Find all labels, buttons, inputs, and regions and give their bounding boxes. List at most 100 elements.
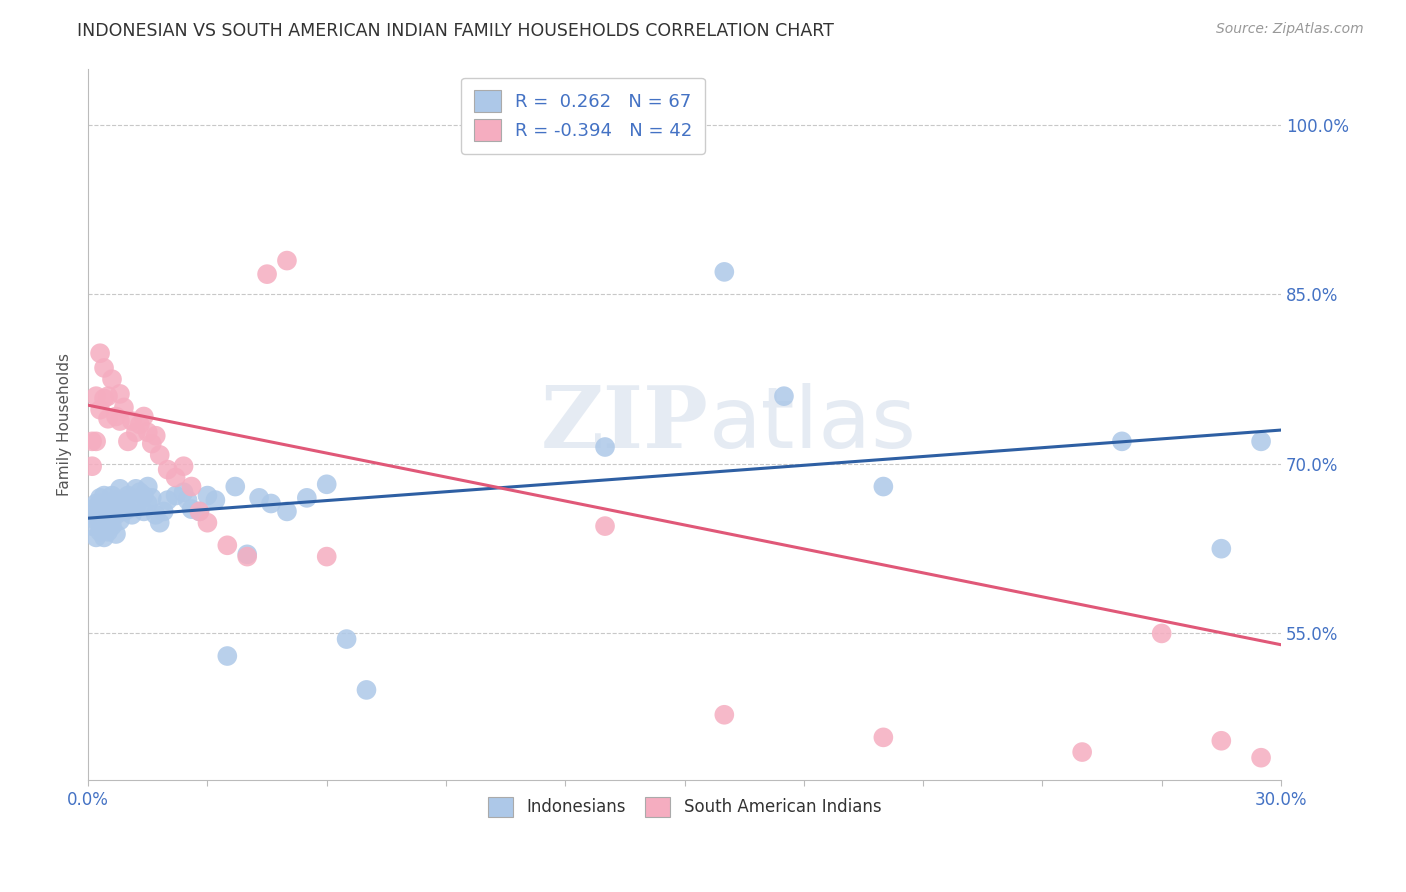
Point: [197, 489, 219, 503]
Point: [82, 434, 104, 449]
Point: [217, 648, 239, 663]
Point: [97, 389, 120, 403]
Point: [125, 425, 148, 440]
Point: [84, 530, 107, 544]
Point: [84, 389, 107, 403]
Point: [89, 524, 111, 539]
Point: [101, 519, 124, 533]
Point: [136, 496, 159, 510]
Point: [145, 428, 167, 442]
Point: [1211, 541, 1233, 556]
Point: [84, 513, 107, 527]
Text: INDONESIAN VS SOUTH AMERICAN INDIAN FAMILY HOUSEHOLDS CORRELATION CHART: INDONESIAN VS SOUTH AMERICAN INDIAN FAMI…: [77, 22, 834, 40]
Point: [97, 524, 120, 539]
Point: [101, 489, 124, 503]
Point: [108, 496, 131, 510]
Point: [82, 459, 104, 474]
Point: [315, 477, 337, 491]
Point: [97, 411, 120, 425]
Point: [84, 496, 107, 510]
Point: [256, 267, 278, 281]
Point: [121, 414, 143, 428]
Point: [108, 387, 131, 401]
Point: [121, 508, 143, 522]
Y-axis label: Family Households: Family Households: [58, 353, 72, 496]
Point: [125, 482, 148, 496]
Point: [89, 513, 111, 527]
Point: [276, 253, 298, 268]
Point: [97, 500, 120, 514]
Point: [713, 265, 735, 279]
Point: [173, 459, 195, 474]
Point: [104, 508, 127, 522]
Point: [101, 502, 124, 516]
Point: [188, 504, 211, 518]
Point: [108, 414, 131, 428]
Point: [773, 389, 796, 403]
Point: [101, 372, 124, 386]
Point: [141, 436, 163, 450]
Point: [872, 731, 894, 745]
Point: [104, 527, 127, 541]
Point: [356, 682, 378, 697]
Point: [108, 513, 131, 527]
Point: [173, 485, 195, 500]
Point: [336, 632, 359, 646]
Point: [112, 401, 135, 415]
Point: [165, 489, 187, 503]
Point: [132, 409, 155, 424]
Point: [152, 504, 174, 518]
Point: [1211, 733, 1233, 747]
Point: [141, 491, 163, 505]
Point: [1250, 434, 1272, 449]
Point: [121, 493, 143, 508]
Point: [872, 479, 894, 493]
Point: [84, 434, 107, 449]
Point: [128, 417, 150, 432]
Point: [1071, 745, 1094, 759]
Point: [260, 496, 283, 510]
Point: [315, 549, 337, 564]
Point: [93, 360, 115, 375]
Point: [82, 502, 104, 516]
Point: [180, 502, 202, 516]
Point: [89, 402, 111, 417]
Point: [149, 448, 172, 462]
Text: ZIP: ZIP: [541, 383, 709, 467]
Point: [593, 519, 616, 533]
Legend: Indonesians, South American Indians: Indonesians, South American Indians: [479, 789, 890, 825]
Point: [117, 434, 139, 449]
Point: [197, 516, 219, 530]
Point: [132, 504, 155, 518]
Point: [224, 479, 246, 493]
Point: [276, 504, 298, 518]
Point: [217, 538, 239, 552]
Point: [93, 504, 115, 518]
Point: [108, 482, 131, 496]
Point: [236, 549, 259, 564]
Point: [1250, 750, 1272, 764]
Point: [180, 479, 202, 493]
Point: [204, 493, 226, 508]
Point: [136, 425, 159, 440]
Point: [89, 496, 111, 510]
Point: [82, 519, 104, 533]
Point: [89, 491, 111, 505]
Point: [117, 502, 139, 516]
Point: [93, 530, 115, 544]
Point: [93, 489, 115, 503]
Point: [145, 508, 167, 522]
Point: [713, 707, 735, 722]
Text: atlas: atlas: [709, 383, 917, 466]
Point: [112, 504, 135, 518]
Point: [149, 516, 172, 530]
Point: [93, 392, 115, 406]
Point: [82, 508, 104, 522]
Point: [104, 493, 127, 508]
Point: [236, 547, 259, 561]
Point: [1111, 434, 1133, 449]
Point: [156, 462, 179, 476]
Point: [97, 516, 120, 530]
Point: [112, 493, 135, 508]
Point: [125, 500, 148, 514]
